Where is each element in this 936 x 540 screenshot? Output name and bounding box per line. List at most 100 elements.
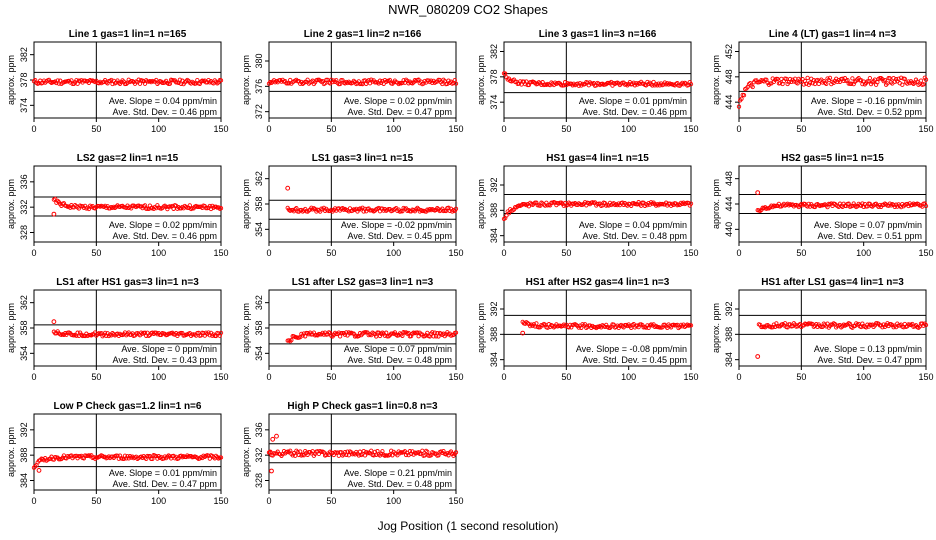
x-tick-label: 100	[151, 248, 166, 258]
subplot-title: Low P Check gas=1.2 lin=1 n=6	[54, 401, 202, 412]
x-tick-label: 0	[501, 372, 506, 382]
data-point	[896, 76, 901, 81]
data-point	[298, 449, 303, 454]
data-point	[856, 76, 861, 81]
y-tick-label: 384	[19, 473, 29, 488]
std-unit: ppm	[432, 479, 452, 489]
data-points	[520, 319, 694, 336]
y-tick-label: 358	[254, 320, 264, 335]
x-tick-label: 50	[326, 496, 336, 506]
data-point	[345, 449, 350, 454]
x-tick-label: 150	[918, 372, 933, 382]
x-tick-label: 100	[621, 372, 636, 382]
data-point	[453, 450, 459, 455]
slope-value: 0.04	[630, 220, 650, 230]
data-point	[825, 321, 830, 326]
data-point	[650, 83, 655, 88]
outlier-point	[285, 185, 291, 191]
data-point	[400, 333, 405, 338]
x-tick-label: 100	[621, 248, 636, 258]
slope-stat: Ave. Slope = 0.13 ppm/min	[814, 344, 922, 354]
data-points	[51, 196, 224, 217]
x-tick-label: 150	[683, 248, 698, 258]
slope-stat: Ave. Slope = 0.07 ppm/min	[814, 220, 922, 230]
y-tick-label: 380	[254, 53, 264, 68]
std-dev-stat: Ave. Std. Dev. = 0.48 ppm	[583, 231, 688, 241]
data-point	[415, 330, 420, 335]
data-point	[361, 448, 366, 454]
x-tick-label: 50	[326, 248, 336, 258]
data-point	[125, 454, 130, 459]
data-points	[755, 321, 929, 359]
slope-label: Ave. Slope =	[814, 344, 865, 354]
slope-stat: Ave. Slope = -0.02 ppm/min	[341, 220, 452, 230]
data-point	[741, 93, 747, 98]
y-axis-label: approx. ppm	[711, 55, 721, 105]
subplot-title: Line 4 (LT) gas=1 lin=4 n=3	[769, 29, 897, 40]
std-dev-stat: Ave. Std. Dev. = 0.47 ppm	[818, 355, 923, 365]
slope-unit: ppm/min	[415, 468, 452, 478]
slope-unit: ppm/min	[415, 220, 452, 230]
x-tick-label: 0	[31, 124, 36, 134]
data-points	[266, 77, 459, 87]
y-axis-label: approx. ppm	[476, 55, 486, 105]
data-point	[545, 325, 550, 330]
slope-unit: ppm/min	[650, 220, 687, 230]
outlier-point	[36, 468, 42, 473]
slope-stat: Ave. Slope = 0.02 ppm/min	[344, 96, 452, 106]
std-label: Ave. Std. Dev. =	[113, 355, 177, 365]
data-point	[898, 75, 904, 80]
std-unit: ppm	[902, 231, 922, 241]
slope-stat: Ave. Slope = 0.04 ppm/min	[579, 220, 687, 230]
x-tick-label: 50	[796, 372, 806, 382]
x-tick-label: 100	[856, 372, 871, 382]
data-point	[850, 76, 855, 81]
data-points	[755, 190, 929, 214]
slope-stat: Ave. Slope = 0.21 ppm/min	[344, 468, 452, 478]
data-point	[524, 79, 529, 84]
x-tick-label: 0	[266, 372, 271, 382]
x-tick-label: 100	[151, 496, 166, 506]
x-tick-label: 50	[326, 124, 336, 134]
x-tick-label: 0	[31, 372, 36, 382]
data-point	[453, 81, 459, 86]
data-point	[187, 203, 192, 208]
subplot-5: LS2 gas=2 lin=1 n=15 0 50 100 150 328 332 336ap…	[6, 153, 229, 258]
std-dev-stat: Ave. Std. Dev. = 0.45 ppm	[583, 355, 688, 365]
data-points	[31, 77, 224, 87]
slope-value: 0	[172, 344, 180, 354]
data-point	[826, 77, 831, 83]
slope-unit: ppm/min	[415, 96, 452, 106]
data-point	[621, 325, 626, 330]
outlier-point	[755, 354, 761, 359]
y-tick-label: 328	[19, 225, 29, 240]
slope-value: -0.02	[392, 220, 415, 230]
data-point	[453, 206, 459, 211]
y-tick-label: 332	[19, 200, 29, 215]
page-title: NWR_080209 CO2 Shapes	[388, 2, 548, 17]
data-point	[430, 330, 435, 335]
x-tick-label: 150	[918, 248, 933, 258]
data-point	[218, 206, 224, 211]
y-tick-label: 392	[19, 422, 29, 437]
x-tick-label: 50	[91, 372, 101, 382]
slope-unit: ppm/min	[650, 96, 687, 106]
std-label: Ave. Std. Dev. =	[348, 355, 412, 365]
subplot-10: LS1 after LS2 gas=3 lin=1 n=3 0 50 100 150 35…	[241, 277, 464, 382]
x-tick-label: 100	[386, 124, 401, 134]
slope-value: 0.01	[160, 468, 180, 478]
outlier-point	[269, 468, 274, 474]
data-point	[452, 77, 457, 83]
slope-unit: ppm/min	[885, 96, 922, 106]
data-points	[501, 71, 694, 88]
y-tick-label: 354	[254, 346, 264, 361]
outlier-point	[51, 211, 57, 217]
data-point	[688, 323, 694, 328]
subplot-12: HS1 after LS1 gas=4 lin=1 n=3 0 50 100 150 38…	[711, 277, 934, 382]
data-points	[285, 185, 459, 214]
x-tick-label: 50	[326, 372, 336, 382]
x-tick-label: 150	[213, 248, 228, 258]
subplot-title: LS1 gas=3 lin=1 n=15	[312, 153, 414, 164]
